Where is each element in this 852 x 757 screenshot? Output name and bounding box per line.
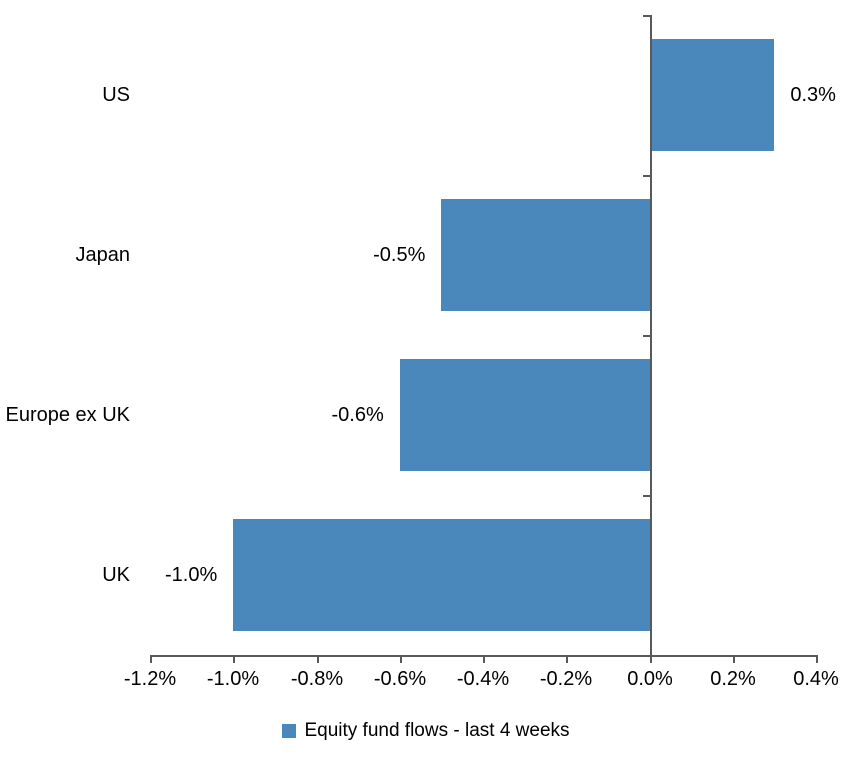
x-axis-tick (233, 655, 235, 663)
bar-japan (441, 199, 650, 311)
x-axis-tick (483, 655, 485, 663)
category-label-europe-ex-uk: Europe ex UK (5, 404, 130, 426)
x-axis-tick-label: -0.4% (456, 668, 510, 690)
x-axis-tick-label: -1.2% (123, 668, 177, 690)
x-axis-tick (733, 655, 735, 663)
bar-uk (233, 519, 650, 631)
x-axis-tick (650, 655, 652, 663)
legend-label: Equity fund flows - last 4 weeks (304, 720, 570, 741)
x-axis-tick (400, 655, 402, 663)
value-label-us: 0.3% (790, 84, 836, 106)
x-axis-tick (566, 655, 568, 663)
x-axis-tick-label: -1.0% (206, 668, 260, 690)
x-axis-tick (317, 655, 319, 663)
category-label-uk: UK (102, 564, 130, 586)
zero-axis-tick (643, 335, 652, 337)
zero-axis-tick (643, 175, 652, 177)
category-label-us: US (102, 84, 130, 106)
x-axis-tick-label: -0.6% (373, 668, 427, 690)
x-axis-tick-label: 0.4% (793, 668, 839, 690)
value-label-japan: -0.5% (373, 244, 426, 266)
x-axis-tick-label: 0.0% (627, 668, 673, 690)
x-axis-tick (150, 655, 152, 663)
bar-us (649, 39, 775, 151)
zero-axis-tick (643, 495, 652, 497)
x-axis-tick-label: 0.2% (710, 668, 756, 690)
x-axis-tick (816, 655, 818, 663)
legend-marker-icon (282, 724, 297, 738)
zero-axis-tick (643, 15, 652, 17)
legend: Equity fund flows - last 4 weeks (0, 720, 852, 742)
category-label-japan: Japan (75, 244, 131, 266)
value-label-uk: -1.0% (165, 564, 218, 586)
x-axis-tick-label: -0.2% (539, 668, 593, 690)
value-label-europe-ex-uk: -0.6% (331, 404, 384, 426)
bar-europe-ex-uk (399, 359, 650, 471)
x-axis-tick-label: -0.8% (290, 668, 344, 690)
